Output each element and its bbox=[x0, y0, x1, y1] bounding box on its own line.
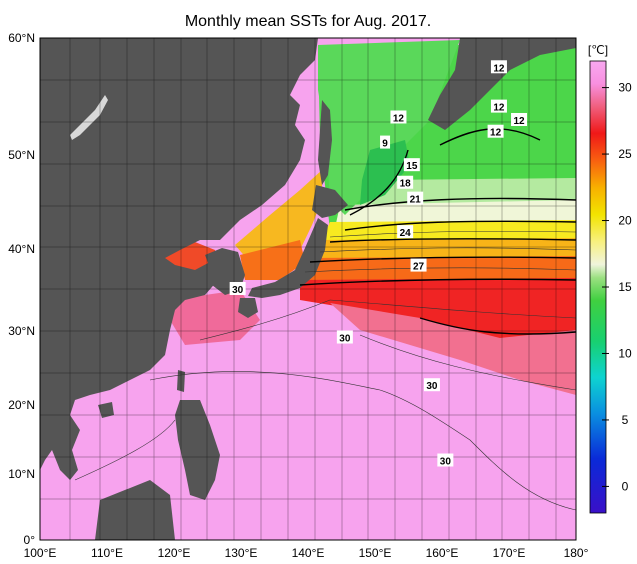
contour-label-text: 12 bbox=[493, 63, 505, 74]
contour-label: 18 bbox=[397, 175, 414, 190]
lon-label-160: 160°E bbox=[426, 546, 459, 560]
colorbar-tick-label: 30 bbox=[618, 81, 632, 95]
lat-label-60: 60°N bbox=[8, 31, 35, 45]
contour-label: 30 bbox=[336, 330, 353, 345]
lake-baikal-icon bbox=[70, 95, 108, 140]
colorbar-tick-label: 20 bbox=[618, 214, 632, 228]
colorbar-tick-label: 10 bbox=[618, 346, 632, 360]
contour-label-text: 30 bbox=[426, 381, 438, 392]
colorbar-unit: [℃] bbox=[588, 43, 608, 57]
lon-label-110: 110°E bbox=[91, 546, 123, 560]
lat-label-30: 30°N bbox=[8, 324, 35, 338]
lon-label-100: 100°E bbox=[24, 546, 57, 560]
contour-label-box bbox=[397, 225, 414, 239]
land-asia bbox=[40, 38, 318, 480]
contour-label-text: 27 bbox=[413, 262, 425, 273]
contour-label: 15 bbox=[403, 158, 420, 172]
latitude-labels: 60°N 50°N 40°N 30°N 20°N 10°N 0° bbox=[8, 31, 35, 547]
land-hokkaido bbox=[312, 185, 348, 218]
sst-band-rose bbox=[330, 303, 576, 395]
lon-label-120: 120°E bbox=[158, 546, 191, 560]
contour-label-text: 30 bbox=[232, 285, 244, 296]
lon-label-130: 130°E bbox=[225, 546, 258, 560]
contour-label-box bbox=[390, 110, 407, 124]
land-hainan bbox=[98, 402, 114, 418]
land-borneo bbox=[95, 480, 175, 540]
colorbar-tick-label: 5 bbox=[622, 413, 629, 427]
contour-label-box bbox=[410, 258, 427, 272]
contour-label: 30 bbox=[229, 282, 246, 296]
lat-label-20: 20°N bbox=[8, 398, 35, 412]
lat-label-40: 40°N bbox=[8, 242, 35, 256]
lon-label-150: 150°E bbox=[359, 546, 392, 560]
land-honshu bbox=[248, 218, 328, 298]
contour-label-text: 24 bbox=[400, 228, 412, 239]
contour-label: 9 bbox=[380, 135, 391, 150]
contour-label-text: 18 bbox=[400, 179, 412, 190]
contour-label-box bbox=[511, 112, 528, 126]
contour-label: 12 bbox=[490, 99, 507, 114]
contour-label: 12 bbox=[490, 60, 507, 74]
contour-label-box bbox=[487, 124, 504, 138]
contour-label-text: 21 bbox=[410, 195, 422, 206]
contour-label-box bbox=[407, 191, 424, 205]
colorbar-tick-label: 25 bbox=[618, 147, 632, 161]
contour-label-box bbox=[336, 330, 353, 344]
lon-label-140: 140°E bbox=[292, 546, 325, 560]
contour-label: 12 bbox=[390, 110, 407, 124]
contour-label: 30 bbox=[423, 378, 440, 392]
colorbar-ticks: 30 25 20 15 10 5 0 bbox=[602, 81, 632, 493]
map-title: Monthly mean SSTs for Aug. 2017. bbox=[185, 13, 431, 30]
okhotsk-cold-core bbox=[360, 140, 410, 205]
contour-label-box bbox=[437, 453, 454, 467]
contour-label-text: 12 bbox=[513, 116, 525, 127]
contour-label: 30 bbox=[437, 453, 454, 468]
land-kamchatka bbox=[428, 38, 576, 130]
land-kyushu bbox=[238, 298, 258, 318]
longitude-labels: 100°E 110°E 120°E 130°E 140°E 150°E 160°… bbox=[24, 546, 589, 560]
contour-labels: 12 12 12 12 12 9 15 18 21 24 27 30 30 30 30 bbox=[229, 60, 528, 468]
contour-label-text: 30 bbox=[440, 457, 452, 468]
contour-label-box bbox=[490, 99, 507, 113]
map-frame bbox=[39, 37, 577, 541]
contour-label-box bbox=[229, 282, 246, 295]
contour-label: 21 bbox=[407, 191, 424, 206]
lon-label-180: 180° bbox=[564, 546, 589, 560]
sst-band-orange-red bbox=[300, 256, 576, 285]
contour-label-text: 9 bbox=[382, 139, 388, 150]
lat-label-0: 0° bbox=[24, 533, 36, 547]
contour-label-text: 12 bbox=[393, 113, 405, 124]
lat-label-10: 10°N bbox=[8, 467, 35, 481]
contour-label-text: 12 bbox=[493, 103, 505, 114]
contour-label-box bbox=[490, 60, 507, 74]
map-area: 12 12 12 12 12 9 15 18 21 24 27 30 30 30 30 bbox=[40, 38, 576, 540]
lon-label-170: 170°E bbox=[493, 546, 526, 560]
contour-label-box bbox=[403, 158, 420, 172]
colorbar-tick-label: 0 bbox=[622, 479, 629, 493]
sst-band-orange bbox=[310, 238, 576, 262]
contour-label: 27 bbox=[410, 258, 427, 273]
contour-label-box bbox=[380, 135, 391, 149]
contour-label-text: 30 bbox=[339, 334, 351, 345]
contour-label-text: 15 bbox=[406, 161, 418, 172]
contour-label-box bbox=[423, 378, 440, 392]
colorbar-tick-label: 15 bbox=[618, 280, 632, 294]
okhotsk-sea bbox=[318, 40, 460, 215]
lat-label-50: 50°N bbox=[8, 148, 35, 162]
contour-label: 24 bbox=[397, 225, 414, 239]
contour-label-text: 12 bbox=[490, 128, 502, 139]
contour-label-box bbox=[397, 175, 414, 189]
land-philippines bbox=[175, 400, 220, 500]
japan-sea-south bbox=[240, 240, 305, 280]
contour-label: 12 bbox=[487, 124, 504, 139]
contour-label: 12 bbox=[511, 112, 528, 127]
